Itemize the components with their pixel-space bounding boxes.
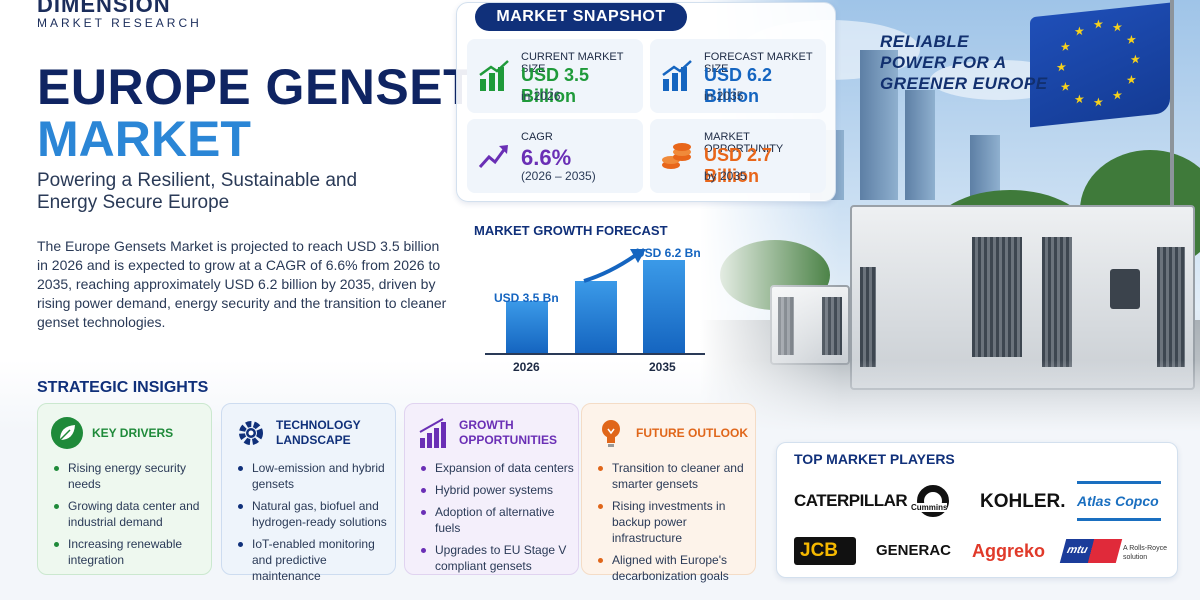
bar-chart-blue-icon [662,60,692,91]
insight-list-item: Upgrades to EU Stage V compliant gensets [419,542,575,574]
snapshot-label: CAGR [521,131,553,143]
market-snapshot-panel: MARKET SNAPSHOT CURRENT MARKET SIZE USD … [456,2,836,202]
insight-card-title-line: OPPORTUNITIES [459,433,558,447]
year-label-start: 2026 [513,360,540,374]
growth-forecast-title: MARKET GROWTH FORECAST [474,223,668,238]
snapshot-value: USD 3.5 Billion [521,65,590,106]
insight-card-title-line: GROWTH [459,418,514,432]
insight-list-item: Rising energy security needs [52,460,208,492]
insight-card: GROWTH OPPORTUNITIES Expansion of data cen… [404,403,579,575]
page-title-line2: MARKET [37,111,251,167]
snapshot-card-cagr: CAGR 6.6% (2026 – 2035) [467,119,643,193]
snapshot-value: USD 6.2 Billion [704,65,773,106]
brand-subtitle: MARKET RESEARCH [37,16,202,30]
growth-bar [506,301,548,353]
tagline-line: RELIABLE [880,32,969,51]
trend-up-icon [478,145,508,169]
snapshot-label: CURRENT MARKET SIZE [521,51,624,75]
snapshot-note: in 2026 [521,89,561,103]
kohler-logo: KOHLER. [980,491,1066,512]
snapshot-card-forecast: FORECAST MARKET SIZE USD 6.2 Billion in … [650,39,826,113]
snapshot-value: 6.6% [521,145,572,170]
page-subtitle: Powering a Resilient, Sustainable and En… [37,170,358,213]
lightbulb-icon [602,420,620,447]
insight-list-item: Aligned with Europe's decarbonization go… [596,552,752,584]
insight-card-title: FUTURE OUTLOOK [636,426,748,441]
strategic-insights-title: STRATEGIC INSIGHTS [37,379,209,396]
insight-card-title-line: LANDSCAPE [276,433,351,447]
insight-card: KEY DRIVERS Rising energy security needs G… [37,403,212,575]
eu-flag: ★ ★ ★ ★ ★ ★ ★ ★ ★ ★ ★ ★ [1030,2,1170,128]
gear-icon [239,421,263,445]
growth-bar [643,260,685,353]
page-title-line1: EUROPE GENSETS [37,59,508,115]
insight-card: FUTURE OUTLOOK Transition to cleaner and … [581,403,756,583]
insight-card-title: GROWTH OPPORTUNITIES [459,418,557,448]
growth-bar [575,281,617,353]
insight-card-title: KEY DRIVERS [92,426,173,441]
insight-list-item: IoT-enabled monitoring and predictive ma… [236,536,392,584]
atlas-copco-logo: Atlas Copco [1077,481,1161,521]
snapshot-note: by 2035 [704,169,747,183]
coins-icon [662,143,691,169]
top-market-players-panel: TOP MARKET PLAYERS CATERPILLAR Cummins K… [776,442,1178,578]
insight-list-item: Adoption of alternative fuels [419,504,575,536]
cummins-logo: Cummins [911,483,953,521]
insight-card-title-line: FUTURE OUTLOOK [636,426,748,440]
growth-arrow-icon [583,249,646,283]
insight-list-item: Increasing renewable integration [52,536,208,568]
snapshot-note: in 2035 [704,89,744,103]
snapshot-title: MARKET SNAPSHOT [475,3,687,31]
snapshot-value: USD 2.7 Billion [704,145,773,186]
brand-logo: DIMENSION MARKET RESEARCH [37,0,202,30]
year-label-end: 2035 [649,360,676,374]
insight-card-title: TECHNOLOGY LANDSCAPE [276,418,361,448]
insight-card-title-line: KEY DRIVERS [92,426,174,440]
mtu-logo: mtu [1059,539,1123,563]
insight-list-item: Growing data center and industrial deman… [52,498,208,530]
snapshot-label: FORECAST MARKET SIZE [704,51,813,75]
growth-end-label: USD 6.2 Bn [636,246,701,260]
snapshot-card-opportunity: MARKET OPPORTUNITY USD 2.7 Billion by 20… [650,119,826,193]
insight-list: Transition to cleaner and smarter genset… [596,460,752,590]
tagline-line: GREENER EUROPE [880,74,1048,93]
chart-axis [485,353,705,355]
growth-bars-icon [419,418,446,448]
insight-list-item: Transition to cleaner and smarter genset… [596,460,752,492]
growth-start-label: USD 3.5 Bn [494,291,559,305]
brand-name: DIMENSION [37,0,171,17]
aggreko-logo: Aggreko [972,541,1046,561]
bar-chart-green-icon [479,60,509,91]
tagline: RELIABLE POWER FOR A GREENER EUROPE [880,31,1048,94]
insight-list-item: Hybrid power systems [419,482,575,498]
snapshot-card-current: CURRENT MARKET SIZE USD 3.5 Billion in 2… [467,39,643,113]
caterpillar-logo: CATERPILLAR [794,491,908,510]
insight-list-item: Natural gas, biofuel and hydrogen-ready … [236,498,392,530]
snapshot-label: MARKET OPPORTUNITY [704,131,784,155]
insight-list-item: Expansion of data centers [419,460,575,476]
snapshot-note: (2026 – 2035) [521,169,596,183]
insight-list: Expansion of data centers Hybrid power sy… [419,460,575,580]
leaf-icon [51,417,83,449]
insight-list-item: Low-emission and hybrid gensets [236,460,392,492]
rolls-royce-solution-text: A Rolls-Royce solution [1123,545,1167,561]
jcb-logo: JCB [794,537,856,565]
insight-card: TECHNOLOGY LANDSCAPE Low-emission and hybr… [221,403,396,583]
generac-logo: GENERAC [876,542,952,559]
insight-list-item: Rising investments in backup power infra… [596,498,752,546]
market-description: The Europe Gensets Market is projected t… [37,238,447,330]
players-title: TOP MARKET PLAYERS [794,451,955,467]
insight-card-title-line: TECHNOLOGY [276,418,361,432]
insight-list: Low-emission and hybrid gensets Natural g… [236,460,392,590]
genset-large [850,205,1195,390]
tagline-line: POWER FOR A [880,53,1007,72]
insight-list: Rising energy security needs Growing data… [52,460,208,574]
